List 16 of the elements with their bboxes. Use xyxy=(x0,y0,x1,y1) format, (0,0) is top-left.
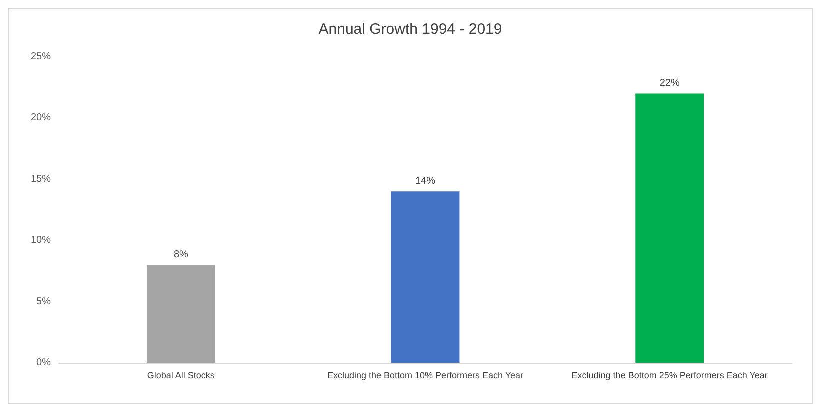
bar xyxy=(146,265,216,363)
y-tick-label: 0% xyxy=(36,358,52,368)
y-tick-label: 25% xyxy=(30,52,52,62)
bar xyxy=(636,94,704,363)
data-label: 22% xyxy=(660,78,680,90)
y-tick-label: 15% xyxy=(30,174,52,185)
y-tick-label: 20% xyxy=(30,112,52,124)
data-label: 14% xyxy=(415,176,436,188)
y-tick-label: 5% xyxy=(36,296,52,308)
chart-title: Annual Growth 1994 - 2019 xyxy=(318,21,502,38)
x-tick-label: Global All Stocks xyxy=(147,370,216,380)
y-tick-label: 10% xyxy=(30,235,52,246)
bar xyxy=(391,192,460,363)
data-label: 8% xyxy=(174,250,188,261)
x-tick-label: Excluding the Bottom 25% Performers Each Year xyxy=(572,370,768,380)
x-tick-label: Excluding the Bottom 10% Performers Each Year xyxy=(327,370,524,380)
